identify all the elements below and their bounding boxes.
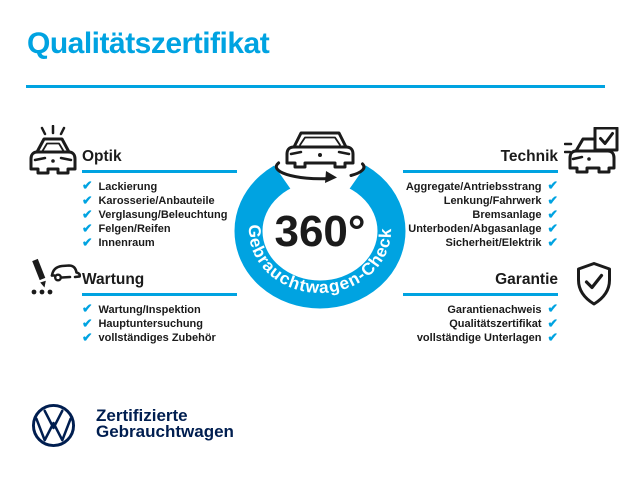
heading-underline [82,170,237,173]
checklist-item: ✔ Lackierung [82,180,302,194]
check-icon: ✔ [82,235,93,250]
check-icon: ✔ [82,301,93,316]
checklist-item: ✔ Qualitätszertifikat [449,317,558,331]
section-optik: Optik ✔ Lackierung ✔ Karosserie/Anbautei… [82,148,302,250]
checklist-item-label: Aggregate/Antriebsstrang [405,180,542,193]
section-technik: Technik ✔ Aggregate/Antriebsstrang ✔ Len… [338,148,558,250]
360-check-medallion: 360° Gebrauchtwagen-Check [220,120,420,330]
checklist-item-label: Lackierung [98,180,158,193]
brand-line-2: Gebrauchtwagen [96,422,234,441]
checklist-item: ✔ vollständige Unterlagen [417,331,558,345]
check-icon: ✔ [547,221,558,236]
checklist-item-label: Verglasung/Beleuchtung [98,208,228,221]
garantie-checklist: ✔ Garantienachweis ✔ Qualitätszertifikat… [338,303,558,346]
checklist-item-label: Sicherheit/Elektrik [445,237,542,250]
checklist-item: ✔ Bremsanlage [472,208,558,222]
section-optik-heading: Optik [82,148,122,165]
check-icon: ✔ [547,235,558,250]
check-icon: ✔ [82,316,93,331]
wartung-checklist: ✔ Wartung/Inspektion ✔ Hauptuntersuchung… [82,303,302,346]
checklist-item: ✔ Lenkung/Fahrwerk [444,194,558,208]
checklist-item: ✔ Verglasung/Beleuchtung [82,208,302,222]
brand-line-1: Zertifizierte [96,406,188,425]
checklist-item-label: Innenraum [98,237,155,250]
check-icon: ✔ [82,330,93,345]
checklist-item-label: Qualitätszertifikat [449,317,542,330]
optik-checklist: ✔ Lackierung ✔ Karosserie/Anbauteile ✔ V… [82,180,302,251]
checklist-item-label: Karosserie/Anbauteile [98,194,215,207]
section-wartung: Wartung ✔ Wartung/Inspektion ✔ Hauptunte… [82,271,302,345]
car-360-icon [274,131,366,183]
checklist-item-label: Lenkung/Fahrwerk [443,194,542,207]
heading-underline [403,170,558,173]
check-icon: ✔ [82,193,93,208]
car-shine-icon [25,125,81,179]
check-icon: ✔ [82,178,93,193]
section-garantie: Garantie ✔ Garantienachweis ✔ Qualitätsz… [338,271,558,345]
check-icon: ✔ [547,178,558,193]
page-title: Qualitätszertifikat [27,27,270,60]
service-checklist-icon [25,256,81,306]
checklist-item-label: Felgen/Reifen [98,223,171,236]
checklist-item-label: Unterboden/Abgasanlage [408,223,542,236]
check-icon: ✔ [547,193,558,208]
checklist-item-label: Garantienachweis [447,303,542,316]
checklist-item: ✔ Unterboden/Abgasanlage [408,222,558,236]
check-icon: ✔ [82,221,93,236]
vw-logo [31,403,76,448]
checklist-item: ✔ Innenraum [82,236,302,250]
check-icon: ✔ [547,316,558,331]
section-garantie-heading: Garantie [495,271,558,288]
brand-text: Zertifizierte Gebrauchtwagen [96,406,234,441]
title-divider [26,85,605,88]
checklist-item: ✔ Felgen/Reifen [82,222,302,236]
checklist-item: ✔ Hauptuntersuchung [82,317,302,331]
technik-checklist: ✔ Aggregate/Antriebsstrang ✔ Lenkung/Fah… [338,180,558,251]
checklist-item: ✔ Wartung/Inspektion [82,303,302,317]
heading-underline [82,293,237,296]
degree-label: 360° [274,207,365,256]
check-icon: ✔ [547,207,558,222]
checklist-item: ✔ vollständiges Zubehör [82,331,302,345]
shield-check-icon [572,260,616,308]
checklist-item: ✔ Garantienachweis [447,303,558,317]
checklist-item-label: vollständige Unterlagen [416,331,542,344]
section-wartung-heading: Wartung [82,271,145,288]
checklist-item-label: vollständiges Zubehör [98,331,216,344]
check-icon: ✔ [82,207,93,222]
checklist-item-label: Hauptuntersuchung [98,317,203,330]
checklist-item: ✔ Aggregate/Antriebsstrang [406,180,558,194]
checklist-item: ✔ Sicherheit/Elektrik [446,236,558,250]
heading-underline [403,293,558,296]
checklist-item-label: Bremsanlage [472,208,542,221]
section-technik-heading: Technik [500,148,558,165]
car-checkbox-icon [564,127,622,179]
check-icon: ✔ [547,301,558,316]
checklist-item: ✔ Karosserie/Anbauteile [82,194,302,208]
check-icon: ✔ [547,330,558,345]
checklist-item-label: Wartung/Inspektion [98,303,201,316]
